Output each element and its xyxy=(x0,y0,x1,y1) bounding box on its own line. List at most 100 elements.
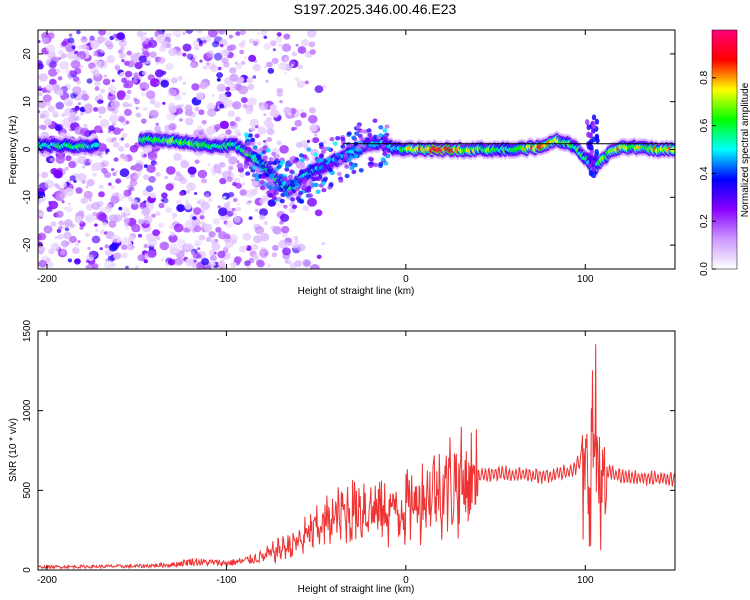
noise-blob xyxy=(76,80,82,85)
noise-blob xyxy=(180,160,190,169)
noise-blob xyxy=(71,247,80,254)
ridge-spread-blob xyxy=(267,185,273,190)
noise-blob xyxy=(68,33,73,37)
noise-blob xyxy=(121,132,128,139)
ridge-spread-blob xyxy=(256,154,261,159)
noise-blob xyxy=(42,94,52,103)
ridge-spread-blob xyxy=(380,157,386,162)
noise-blob xyxy=(86,216,92,222)
noise-blob xyxy=(122,101,129,108)
noise-blob xyxy=(291,242,299,249)
noise-blob xyxy=(201,258,210,266)
snr-x-ticks: -200 -100 0 100 xyxy=(37,331,594,586)
noise-blob xyxy=(55,101,64,110)
noise-blob xyxy=(67,37,75,44)
noise-blob xyxy=(143,44,149,49)
spectrogram-x-ticks: -200 -100 0 100 xyxy=(37,30,594,285)
noise-blob xyxy=(154,61,159,65)
noise-blob xyxy=(49,157,54,162)
noise-blob xyxy=(276,140,282,146)
noise-blob xyxy=(219,38,227,45)
noise-blob xyxy=(207,197,213,203)
noise-blob xyxy=(85,232,90,237)
noise-blob xyxy=(168,234,178,243)
ridge-spread-blob xyxy=(268,193,273,198)
noise-blob xyxy=(100,49,105,54)
noise-blob xyxy=(231,207,236,212)
noise-blob xyxy=(251,243,259,251)
noise-blob xyxy=(184,203,192,210)
noise-blob xyxy=(200,201,210,211)
noise-blob xyxy=(294,77,300,82)
noise-blob xyxy=(166,166,176,175)
noise-blob xyxy=(48,68,58,77)
noise-blob xyxy=(182,43,192,52)
spectrogram-x-tick-label: 0 xyxy=(403,274,409,285)
noise-blob xyxy=(191,218,201,227)
noise-blob xyxy=(47,105,55,112)
noise-blob xyxy=(286,242,292,247)
noise-blob xyxy=(145,185,154,192)
noise-blob xyxy=(45,257,51,263)
ridge-spread-blob xyxy=(246,146,252,152)
ridge-spread-blob xyxy=(349,165,355,171)
ridge-spread-blob xyxy=(299,157,305,163)
noise-blob xyxy=(155,211,161,216)
noise-blob xyxy=(309,49,316,55)
noise-blob xyxy=(77,102,81,106)
noise-blob xyxy=(249,118,260,128)
ridge-spread-blob xyxy=(342,153,348,158)
noise-blob xyxy=(219,43,224,48)
ridge-spread-blob xyxy=(278,173,284,179)
noise-blob xyxy=(199,215,205,220)
noise-blob xyxy=(92,263,99,269)
noise-blob xyxy=(184,242,193,251)
noise-blob xyxy=(175,257,184,265)
noise-blob xyxy=(259,248,269,258)
ridge-spread-blob xyxy=(594,148,599,155)
noise-blob xyxy=(179,177,188,185)
noise-blob xyxy=(38,91,43,97)
noise-blob xyxy=(192,40,200,46)
noise-blob xyxy=(206,50,215,58)
noise-blob xyxy=(94,81,101,87)
noise-blob xyxy=(216,83,227,92)
noise-blob xyxy=(312,123,316,127)
noise-blob xyxy=(248,54,257,63)
spectrogram-y-tick-label: -10 xyxy=(22,190,33,205)
noise-blob xyxy=(83,190,93,200)
page-title: S197.2025.346.00.46.E23 xyxy=(293,1,457,17)
noise-blob xyxy=(137,218,145,225)
noise-blob xyxy=(113,252,122,260)
noise-blob xyxy=(88,62,96,70)
noise-blob xyxy=(284,72,288,75)
noise-blob xyxy=(41,36,51,45)
noise-blob xyxy=(302,205,310,212)
noise-blob xyxy=(93,125,103,133)
noise-blob xyxy=(221,57,229,64)
noise-blob xyxy=(227,210,234,217)
noise-blob xyxy=(64,227,70,232)
noise-blob xyxy=(38,40,41,43)
ridge-spread-blob xyxy=(260,164,266,169)
noise-blob xyxy=(68,161,77,169)
ridge-spread-blob xyxy=(586,131,591,138)
noise-blob xyxy=(217,205,221,209)
noise-blob xyxy=(106,31,112,37)
noise-blob xyxy=(232,101,242,110)
colorbar-ticks: 0.0 0.2 0.4 0.6 0.8 xyxy=(699,70,716,276)
ridge-spread-blob xyxy=(337,159,343,164)
noise-blob xyxy=(295,160,306,169)
noise-blob xyxy=(266,128,275,136)
noise-blob xyxy=(74,67,82,75)
noise-blob xyxy=(169,247,179,256)
noise-blob xyxy=(281,43,292,52)
noise-blob xyxy=(61,53,67,59)
ridge-spread-blob xyxy=(284,167,290,172)
noise-blob xyxy=(154,69,164,78)
noise-blob xyxy=(278,239,289,249)
ridge-spread-blob xyxy=(273,185,279,191)
noise-blob xyxy=(38,110,41,114)
noise-blob xyxy=(117,93,125,101)
noise-blob xyxy=(242,182,246,186)
